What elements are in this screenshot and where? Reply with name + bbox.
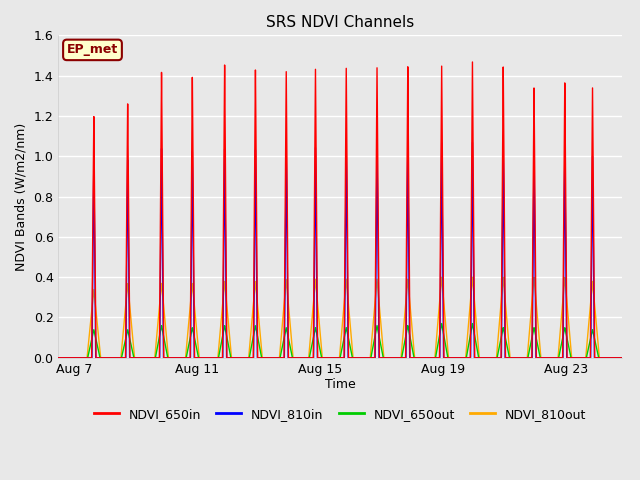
Text: EP_met: EP_met [67, 43, 118, 56]
Legend: NDVI_650in, NDVI_810in, NDVI_650out, NDVI_810out: NDVI_650in, NDVI_810in, NDVI_650out, NDV… [89, 403, 591, 426]
X-axis label: Time: Time [324, 378, 355, 391]
Y-axis label: NDVI Bands (W/m2/nm): NDVI Bands (W/m2/nm) [15, 122, 28, 271]
Title: SRS NDVI Channels: SRS NDVI Channels [266, 15, 414, 30]
